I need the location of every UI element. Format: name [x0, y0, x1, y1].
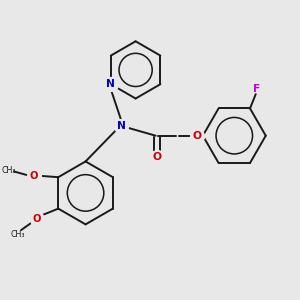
Text: CH₃: CH₃	[2, 166, 16, 175]
Text: O: O	[33, 214, 41, 224]
Text: O: O	[30, 171, 38, 181]
Text: N: N	[106, 79, 115, 89]
Text: F: F	[253, 84, 260, 94]
Text: O: O	[193, 131, 202, 141]
Text: CH₃: CH₃	[10, 230, 25, 239]
Text: O: O	[153, 152, 162, 162]
Text: N: N	[117, 121, 126, 131]
